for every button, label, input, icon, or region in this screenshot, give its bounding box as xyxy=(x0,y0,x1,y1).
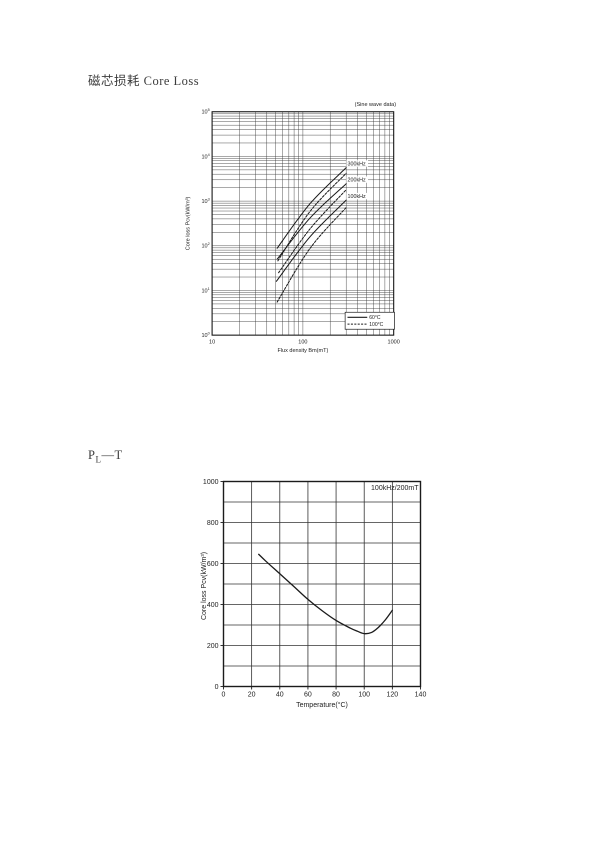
chart1-y-tick: 104 xyxy=(201,153,209,160)
chart2-y-tick: 400 xyxy=(207,602,219,609)
chart2-x-tick: 140 xyxy=(415,692,427,699)
chart1-x-tick: 10 xyxy=(209,339,215,345)
chart2-plot-border xyxy=(222,480,422,688)
chart1-y-tick: 103 xyxy=(201,198,209,205)
chart1-x-tick: 1000 xyxy=(388,339,400,345)
chart1-y-tick: 101 xyxy=(201,287,209,294)
pl-t-symbol: P xyxy=(88,448,96,462)
pl-t-subscript: L xyxy=(95,454,102,465)
chart2-y-tick: 1000 xyxy=(203,479,219,486)
chart2-y-tick: 200 xyxy=(207,643,219,650)
chart2-x-axis-title: Temperature(°C) xyxy=(296,701,348,709)
series-200khz-100c xyxy=(278,189,347,274)
legend-label-dashed: 100°C xyxy=(369,322,383,328)
chart1-y-tick: 100 xyxy=(201,332,209,339)
pl-t-rest: —T xyxy=(101,448,123,462)
series-200khz-60c xyxy=(276,183,347,260)
chart1-legend-box xyxy=(344,311,395,330)
chart1-plot-border xyxy=(211,111,395,336)
series-100khz-100c xyxy=(276,206,347,303)
chart1-title: (Sine wave data) xyxy=(355,102,397,108)
curve-label-200khz: 200kHz xyxy=(348,177,366,183)
chart1-y-tick: 105 xyxy=(201,108,209,115)
chart1-x-axis-title: Flux density Bm(mT) xyxy=(277,348,328,354)
chart2-x-tick: 0 xyxy=(222,692,226,699)
chart1-gridlines xyxy=(211,111,394,336)
chart2-x-tick: 120 xyxy=(387,692,399,699)
section-title-core-loss: 磁芯损耗 Core Loss xyxy=(88,74,200,88)
chart1-y-axis-title: Core loss Pcv(kW/m³) xyxy=(186,196,192,250)
chart1-y-tick: 102 xyxy=(201,242,209,249)
chart2-x-tick: 60 xyxy=(304,692,312,699)
series-300khz-60c xyxy=(276,167,347,249)
curve-label-300khz: 300kHz xyxy=(348,161,366,167)
series-100khz-60c xyxy=(275,199,347,282)
chart2-y-tick: 800 xyxy=(207,520,219,527)
chart2-y-tick: 0 xyxy=(215,684,219,691)
chart1-x-tick: 100 xyxy=(298,339,307,345)
curve-label-100khz: 100kHz xyxy=(348,194,366,200)
legend-label-solid: 60°C xyxy=(369,315,381,321)
chart2-x-tick: 100 xyxy=(358,692,370,699)
chart2-x-tick: 40 xyxy=(276,692,284,699)
core-loss-vs-temperature-chart: 0 20 40 60 80 100 120 140 0 200 400 600 800 1000 Tempe… xyxy=(201,479,427,709)
chart2-gridlines xyxy=(223,481,421,687)
section-title-pl-t: PL—T xyxy=(88,448,123,465)
series-pcv-vs-temperature xyxy=(258,553,394,635)
chart2-y-tick: 600 xyxy=(207,561,219,568)
chart2-condition-annotation: 100kHz/200mT xyxy=(371,485,419,492)
chart2-x-tick: 80 xyxy=(332,692,340,699)
chart2-y-axis-title: Core loss Pcv(kW/m³) xyxy=(201,552,208,620)
chart2-x-tick: 20 xyxy=(248,692,256,699)
